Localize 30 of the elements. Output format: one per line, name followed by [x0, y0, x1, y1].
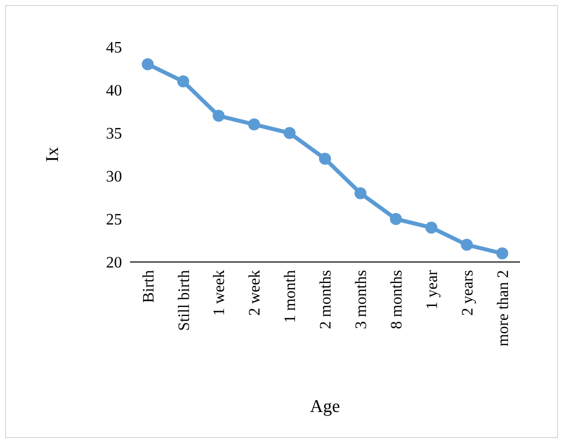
point: [425, 222, 438, 234]
x-tick-label: Birth: [140, 270, 158, 303]
x-tick-label: 2 years: [459, 270, 476, 316]
x-tick-label: 1 month: [282, 270, 300, 323]
point: [496, 247, 508, 260]
y-tick-label: 30: [106, 168, 122, 186]
y-tick-label: 35: [106, 126, 122, 143]
x-axis-title: Age: [310, 396, 340, 416]
point: [319, 152, 331, 165]
point: [177, 75, 190, 88]
point: [354, 187, 366, 200]
x-tick-label: 2 week: [246, 270, 264, 316]
point: [142, 58, 154, 70]
x-tick-label: 3 months: [353, 270, 370, 330]
x-tick-label: 8 months: [388, 270, 406, 330]
point: [390, 213, 402, 225]
point: [248, 118, 260, 130]
y-tick-label: 20: [106, 254, 122, 272]
x-tick-label: Still birth: [176, 270, 193, 331]
point: [284, 127, 296, 139]
point: [460, 238, 473, 251]
point: [212, 110, 225, 122]
y-tick-label: 40: [106, 82, 122, 100]
y-tick-label: 25: [106, 212, 122, 229]
x-tick-label: 2 months: [318, 270, 335, 330]
y-axis-title: Ix: [42, 147, 62, 162]
x-tick-label: more than 2: [494, 270, 512, 346]
x-tick-label: 1 year: [424, 269, 441, 310]
y-tick-label: 45: [106, 40, 122, 57]
x-tick-label: 1 week: [211, 270, 228, 316]
